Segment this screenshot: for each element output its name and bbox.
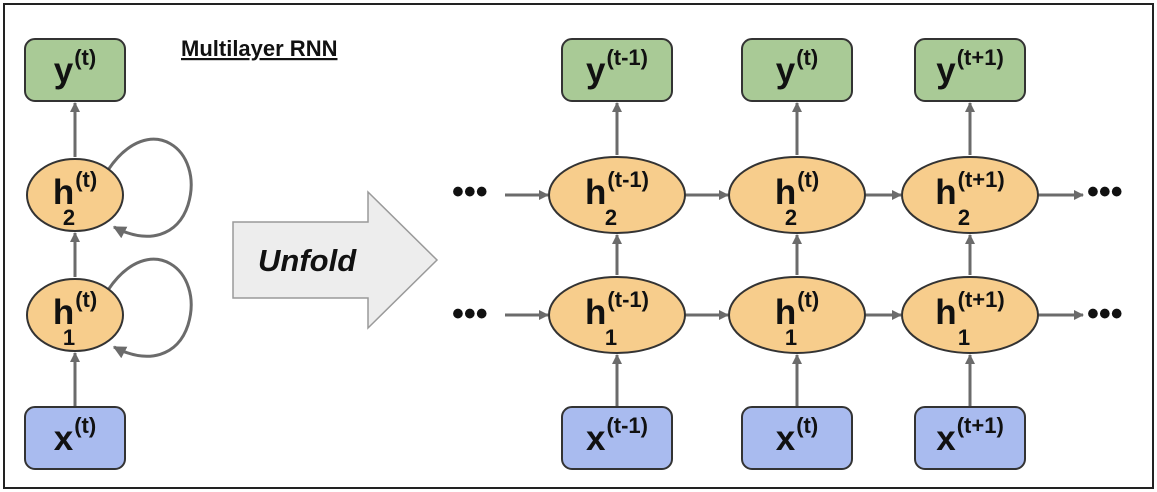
unfolded-step-2-output-node-shape [741,38,853,102]
unfolded-step-2-hidden-layer-1-node [728,276,866,354]
folded-hidden-layer-1-node [26,278,124,352]
folded-output-node [24,38,126,102]
unfolded-step-3-hidden-layer-1-node-subscript: 1 [958,325,970,350]
unfolded-step-1-hidden-layer-1-node-label: h(t-1) [585,287,649,332]
unfold-label: Unfold [258,243,357,278]
unfolded-step-3-hidden-layer-2-node-subscript: 2 [958,205,970,230]
folded-hidden-layer-2-node [26,158,124,232]
unfolded-step-3-input-node [914,406,1026,470]
unfolded-step-2-hidden-layer-1-node-subscript: 1 [785,325,797,350]
unfolded-step-1-input-node [561,406,673,470]
folded-input-node-shape [24,406,126,470]
folded-output-node-shape [24,38,126,102]
unfolded-step-2-hidden-layer-1-node-shape [728,276,866,354]
unfolded-step-3-hidden-layer-2-node [901,156,1039,234]
unfolded-step-3-output-node-shape [914,38,1026,102]
ellipsis-left-layer-2: ••• [452,173,488,211]
folded-hidden-layer-2-node-subscript: 2 [63,205,75,230]
ellipsis-left-layer-1: ••• [452,295,488,333]
folded-output-node-label: y(t) [54,45,96,90]
unfolded-step-2-input-node-label: x(t) [776,413,818,458]
unfolded-step-1-output-node-shape [561,38,673,102]
unfold-arrow: Unfold [232,190,439,330]
unfolded-step-2-input-node [741,406,853,470]
unfolded-step-1-hidden-layer-2-node [548,156,686,234]
folded-hidden-layer-1-node-label: h(t) [53,287,97,332]
unfolded-step-1-output-node-label: y(t-1) [586,45,648,90]
unfolded-step-3-hidden-layer-1-node [901,276,1039,354]
unfolded-step-3-input-node-shape [914,406,1026,470]
folded-hidden-layer-2-node-shape [26,158,124,232]
outer-frame [3,3,1154,489]
unfolded-step-3-hidden-layer-2-node-shape [901,156,1039,234]
unfolded-step-3-input-node-label: x(t+1) [936,413,1004,458]
unfolded-step-3-hidden-layer-1-node-shape [901,276,1039,354]
folded-hidden-layer-2-node-label: h(t) [53,167,97,212]
unfolded-step-2-output-node-label: y(t) [776,45,818,90]
ellipsis-right-layer-1: ••• [1087,295,1123,333]
ellipsis-right-layer-2: ••• [1087,173,1123,211]
unfolded-step-2-hidden-layer-2-node [728,156,866,234]
unfolded-step-1-hidden-layer-2-node-subscript: 2 [605,205,617,230]
diagram-title: Multilayer RNN [181,36,337,61]
nodes-layer: y(t)h(t)2h(t)1x(t)y(t-1)h(t-1)2h(t-1)1x(… [24,38,1039,470]
unfolded-step-3-hidden-layer-2-node-label: h(t+1) [935,167,1004,212]
folded-recurrent-loop-layer-1 [106,257,193,359]
unfolded-step-2-input-node-shape [741,406,853,470]
unfolded-step-1-output-node [561,38,673,102]
unfolded-step-2-hidden-layer-2-node-label: h(t) [775,167,819,212]
folded-input-node-label: x(t) [54,413,96,458]
unfolded-step-1-hidden-layer-2-node-label: h(t-1) [585,167,649,212]
folded-recurrent-loop-layer-2 [106,137,193,239]
unfold-arrow-shape [232,190,439,330]
unfolded-step-2-output-node [741,38,853,102]
unfolded-step-1-hidden-layer-2-node-shape [548,156,686,234]
unfolded-step-3-output-node-label: y(t+1) [936,45,1004,90]
unfolded-step-3-output-node [914,38,1026,102]
unfolded-step-1-input-node-shape [561,406,673,470]
unfolded-step-1-hidden-layer-1-node-subscript: 1 [605,325,617,350]
unfolded-step-3-hidden-layer-1-node-label: h(t+1) [935,287,1004,332]
unfolded-step-2-hidden-layer-2-node-shape [728,156,866,234]
folded-hidden-layer-1-node-shape [26,278,124,352]
unfolded-step-2-hidden-layer-2-node-subscript: 2 [785,205,797,230]
unfolded-step-1-hidden-layer-1-node [548,276,686,354]
folded-input-node [24,406,126,470]
unfolded-step-1-input-node-label: x(t-1) [586,413,648,458]
unfolded-step-1-hidden-layer-1-node-shape [548,276,686,354]
unfolded-step-2-hidden-layer-1-node-label: h(t) [775,287,819,332]
folded-hidden-layer-1-node-subscript: 1 [63,325,75,350]
edges-layer [70,102,1084,407]
